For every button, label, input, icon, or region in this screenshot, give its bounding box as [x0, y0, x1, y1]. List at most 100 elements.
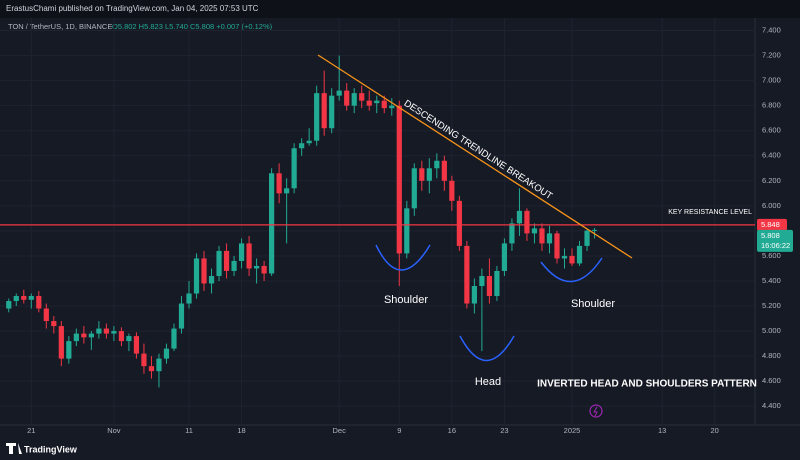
candle-body — [81, 333, 87, 338]
candle-body — [584, 230, 590, 246]
candle-body — [111, 331, 117, 334]
candle-body — [66, 341, 72, 359]
axis: 4.4004.6004.8005.0005.2005.4005.6005.800… — [27, 26, 793, 435]
candle-body — [419, 168, 425, 181]
candle-body — [208, 275, 215, 284]
candle-body — [464, 245, 470, 304]
x-tick-label: Nov — [107, 426, 121, 435]
candle-body — [6, 301, 12, 309]
candle-body — [223, 250, 230, 271]
candle-body — [389, 105, 395, 109]
candle-body — [88, 333, 94, 338]
candle-body — [501, 243, 508, 271]
candle-body — [336, 90, 342, 96]
candle-body — [306, 140, 312, 144]
candle-body — [486, 275, 492, 297]
x-tick-label: 13 — [658, 426, 666, 435]
candle-body — [253, 265, 260, 269]
right-shoulder-curve — [540, 257, 603, 283]
symbol: TON / TetherUS, 1D, BINANCE — [8, 22, 112, 31]
candle-body — [261, 265, 267, 274]
top-bar — [0, 0, 800, 18]
candle-body — [193, 258, 200, 294]
candle-body — [434, 160, 440, 169]
alert-icon-bolt — [593, 406, 598, 417]
candle-body — [591, 229, 598, 231]
y-tick-label: 5.000 — [762, 326, 781, 335]
resistance-price: 5.848 — [761, 220, 780, 229]
candle-body — [133, 336, 140, 354]
candle-body — [329, 95, 335, 129]
candle-body — [178, 303, 185, 329]
candle-body — [396, 105, 402, 254]
candle-body — [426, 168, 432, 181]
y-tick-label: 6.800 — [762, 101, 781, 110]
x-tick-label: 21 — [27, 426, 35, 435]
candle-body — [569, 255, 575, 264]
brand-logo — [6, 443, 22, 454]
candle-body — [351, 93, 357, 106]
y-tick-label: 4.600 — [762, 376, 781, 385]
candle-body — [21, 296, 27, 300]
candle-body — [36, 296, 42, 309]
candle-body — [531, 228, 538, 234]
candle-body — [561, 255, 568, 259]
candle-body — [126, 336, 132, 342]
candle-body — [471, 285, 477, 304]
candle-body — [148, 366, 155, 372]
head-curve — [459, 335, 515, 362]
candle-body — [73, 333, 79, 342]
candle-body — [201, 258, 207, 284]
candle-body — [103, 328, 109, 334]
candle-body — [546, 233, 553, 244]
candle-body — [314, 93, 320, 141]
last-price-tag — [757, 229, 793, 252]
publisher: ErastusChami published on TradingView.co… — [6, 4, 259, 13]
left-shoulder-label: Shoulder — [384, 294, 428, 306]
candle-body — [28, 296, 34, 300]
candle-body — [321, 93, 327, 129]
ohlc-info: O5.802 H5.823 L5.740 C5.808 +0.007 (+0.1… — [112, 22, 273, 31]
candle-body — [163, 348, 170, 359]
candle-body — [441, 160, 447, 181]
left-shoulder-curve — [375, 244, 431, 271]
candle-body — [156, 358, 162, 372]
y-tick-label: 5.600 — [762, 251, 781, 260]
candle-body — [291, 148, 297, 189]
candle-body — [359, 93, 365, 101]
candle-body — [456, 200, 462, 246]
candle-body — [479, 275, 485, 286]
candle-body — [449, 180, 455, 201]
candle-body — [299, 143, 305, 149]
candle-body — [554, 233, 560, 259]
trendline — [317, 54, 633, 259]
y-tick-label: 6.000 — [762, 201, 781, 210]
y-tick-label: 7.200 — [762, 51, 781, 60]
x-tick-label: 16 — [448, 426, 456, 435]
x-tick-label: 18 — [237, 426, 245, 435]
candle-body — [404, 208, 410, 254]
x-tick-label: Dec — [333, 426, 347, 435]
candle-body — [284, 188, 290, 194]
candle-body — [276, 173, 282, 194]
candle-body — [118, 331, 125, 342]
candle-body — [344, 90, 350, 106]
countdown: 16:06:22 — [761, 241, 790, 250]
candle-body — [141, 353, 147, 367]
candle-body — [411, 168, 417, 209]
candle-body — [51, 321, 57, 327]
candle-body — [509, 223, 515, 244]
y-tick-label: 6.600 — [762, 126, 781, 135]
x-tick-label: 20 — [711, 426, 719, 435]
pattern-label: INVERTED HEAD AND SHOULDERS PATTERN — [537, 379, 757, 390]
candle-body — [13, 296, 19, 302]
y-tick-label: 5.400 — [762, 276, 781, 285]
candle-body — [494, 270, 500, 297]
y-tick-label: 6.400 — [762, 151, 781, 160]
last-price: 5.808 — [761, 231, 780, 240]
alert-icon[interactable] — [589, 404, 603, 418]
candle-body — [539, 228, 545, 244]
candle-body — [186, 293, 192, 304]
